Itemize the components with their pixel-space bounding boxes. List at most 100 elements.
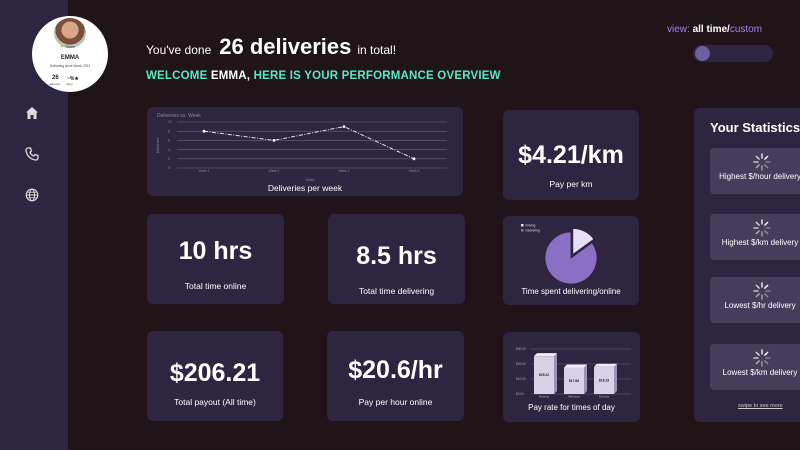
loading-icon — [753, 219, 771, 237]
time-split-card: Driving Delivering Time spent delivering/… — [503, 216, 639, 305]
headline-prefix: You've done — [146, 43, 212, 57]
loading-icon — [753, 153, 771, 171]
deliveries-line-chart: Deliveries vs. Week Deliveries Week 0 2 4 6… — [156, 113, 447, 182]
bar-side — [554, 353, 557, 394]
stat-highest-per-hour[interactable]: Highest $/hour delivery — [710, 148, 800, 194]
headline-count: 26 deliveries — [219, 34, 352, 59]
time-online-card: 10 hrs Total time online — [147, 214, 284, 304]
pay-per-km-value: $4.21/km — [518, 141, 624, 169]
time-online-label: Total time online — [184, 281, 247, 291]
legend-label: Driving — [526, 223, 536, 227]
y-tick-label: 4 — [168, 148, 170, 152]
pay-per-hour-label: Pay per hour online — [358, 397, 433, 407]
headline-suffix: in total! — [357, 43, 397, 57]
time-delivering-label: Total time delivering — [358, 286, 435, 296]
line-chart-title: Deliveries vs. Week — [157, 113, 201, 119]
time-delivering-value: 8.5 hrs — [356, 242, 437, 270]
view-custom-option[interactable]: custom — [729, 24, 763, 35]
y-tick-label: $10.00 — [516, 377, 526, 381]
time-online-value: 10 hrs — [178, 237, 253, 265]
statistics-title: Your Statistics — [710, 120, 800, 135]
bar-evening — [594, 366, 614, 394]
spinner-tick — [764, 360, 769, 365]
bar-side — [584, 364, 587, 394]
phone-icon[interactable] — [22, 144, 42, 164]
stat-lowest-per-km[interactable]: Lowest $/km delivery — [710, 344, 800, 390]
spinner-tick — [764, 164, 769, 169]
view-label: view: — [667, 24, 690, 35]
loading-icon — [753, 349, 771, 367]
welcome-prefix: WELCOME — [146, 70, 208, 82]
x-tick-label: Evening — [599, 395, 610, 399]
swipe-link[interactable]: swipe to see more — [738, 403, 783, 409]
stat-label: Lowest $/hr delivery — [724, 301, 796, 310]
data-point — [342, 125, 346, 128]
view-toggle[interactable] — [693, 45, 773, 62]
profile-card[interactable]: 🌱 Green EMMA Delivering since March 2022… — [32, 16, 108, 92]
stat-lowest-per-hour[interactable]: Lowest $/hr delivery — [710, 277, 800, 323]
spinner-tick — [764, 284, 769, 289]
line-chart-ylabel: Deliveries — [156, 137, 160, 153]
spinner-tick — [755, 221, 760, 226]
pay-per-hour-card: $20.6/hr Pay per hour online — [327, 331, 464, 421]
spinner-tick — [755, 284, 760, 289]
y-tick-label: 10 — [168, 120, 172, 124]
bar-top — [594, 363, 617, 367]
bar-top — [534, 353, 557, 357]
line-chart-caption: Deliveries per week — [267, 183, 343, 193]
pay-per-km-card: $4.21/km Pay per km — [503, 110, 639, 200]
stat-highest-per-km[interactable]: Highest $/km delivery — [710, 214, 800, 260]
spinner-tick — [764, 230, 769, 235]
profile-rating: ~%★ — [67, 76, 79, 82]
toggle-knob[interactable] — [695, 46, 710, 61]
home-icon[interactable] — [22, 103, 42, 123]
spinner-tick — [764, 155, 769, 160]
profile-rating-label: rating — [66, 83, 73, 86]
spinner-tick — [764, 221, 769, 226]
globe-icon[interactable] — [22, 185, 42, 205]
spinner-tick — [755, 351, 760, 356]
legend-swatch — [521, 229, 524, 232]
payout-label: Total payout (All time) — [174, 397, 256, 407]
spinner-tick — [764, 293, 769, 298]
bar-chart-caption: Pay rate for times of day — [528, 403, 615, 412]
y-tick-label: $20.00 — [516, 362, 526, 366]
spinner-tick — [755, 155, 760, 160]
payout-value: $206.21 — [169, 359, 261, 387]
bar-side — [614, 363, 617, 394]
pay-per-hour-value: $20.6/hr — [348, 356, 443, 384]
profile-deliveries-label: deliveries — [49, 83, 60, 86]
x-tick-label: Week 3 — [339, 169, 350, 173]
welcome-line: WELCOME EMMA, HERE IS YOUR PERFORMANCE O… — [146, 70, 501, 82]
pie-slice-driving — [572, 228, 595, 256]
stat-label: Highest $/hour delivery — [719, 172, 800, 181]
welcome-name: EMMA, — [210, 70, 251, 82]
loading-icon — [753, 282, 771, 300]
view-separator: / — [727, 24, 730, 35]
pie-slice-delivering — [544, 231, 598, 285]
view-selector: view: all time/custom — [667, 24, 762, 35]
x-tick-label: Week 4 — [409, 169, 420, 173]
bar-morning — [534, 356, 554, 394]
profile-badge: 🌱 Green — [60, 45, 76, 49]
bar-afternoon — [564, 367, 584, 394]
deliveries-per-week-card: Deliveries vs. Week Deliveries Week 0 2 4 6… — [147, 107, 463, 196]
avatar — [54, 18, 86, 48]
pay-rate-bar-chart: $0.00 $10.00 $20.00 $30.00 $25.22 Morning $17… — [516, 347, 631, 399]
bar-value-label: $18.19 — [599, 378, 609, 382]
y-tick-label: 8 — [168, 129, 170, 133]
statistics-panel[interactable]: Your Statistics Highest $/hour delivery … — [694, 108, 800, 422]
view-all-time-option[interactable]: all time — [692, 24, 728, 35]
line-chart-xlabel: Week — [306, 178, 315, 182]
profile-deliveries-count: 26 — [52, 75, 59, 81]
legend-swatch — [521, 224, 524, 227]
deliveries-series-line — [203, 126, 415, 160]
pay-rate-card: $0.00 $10.00 $20.00 $30.00 $25.22 Morning $17… — [503, 332, 640, 422]
y-tick-label: $0.00 — [516, 392, 524, 396]
x-tick-label: Morning — [539, 395, 550, 399]
x-tick-label: Week 2 — [269, 169, 280, 173]
legend-label: Delivering — [526, 228, 540, 232]
y-tick-label: $30.00 — [516, 347, 526, 351]
pay-per-km-label: Pay per km — [549, 179, 593, 189]
